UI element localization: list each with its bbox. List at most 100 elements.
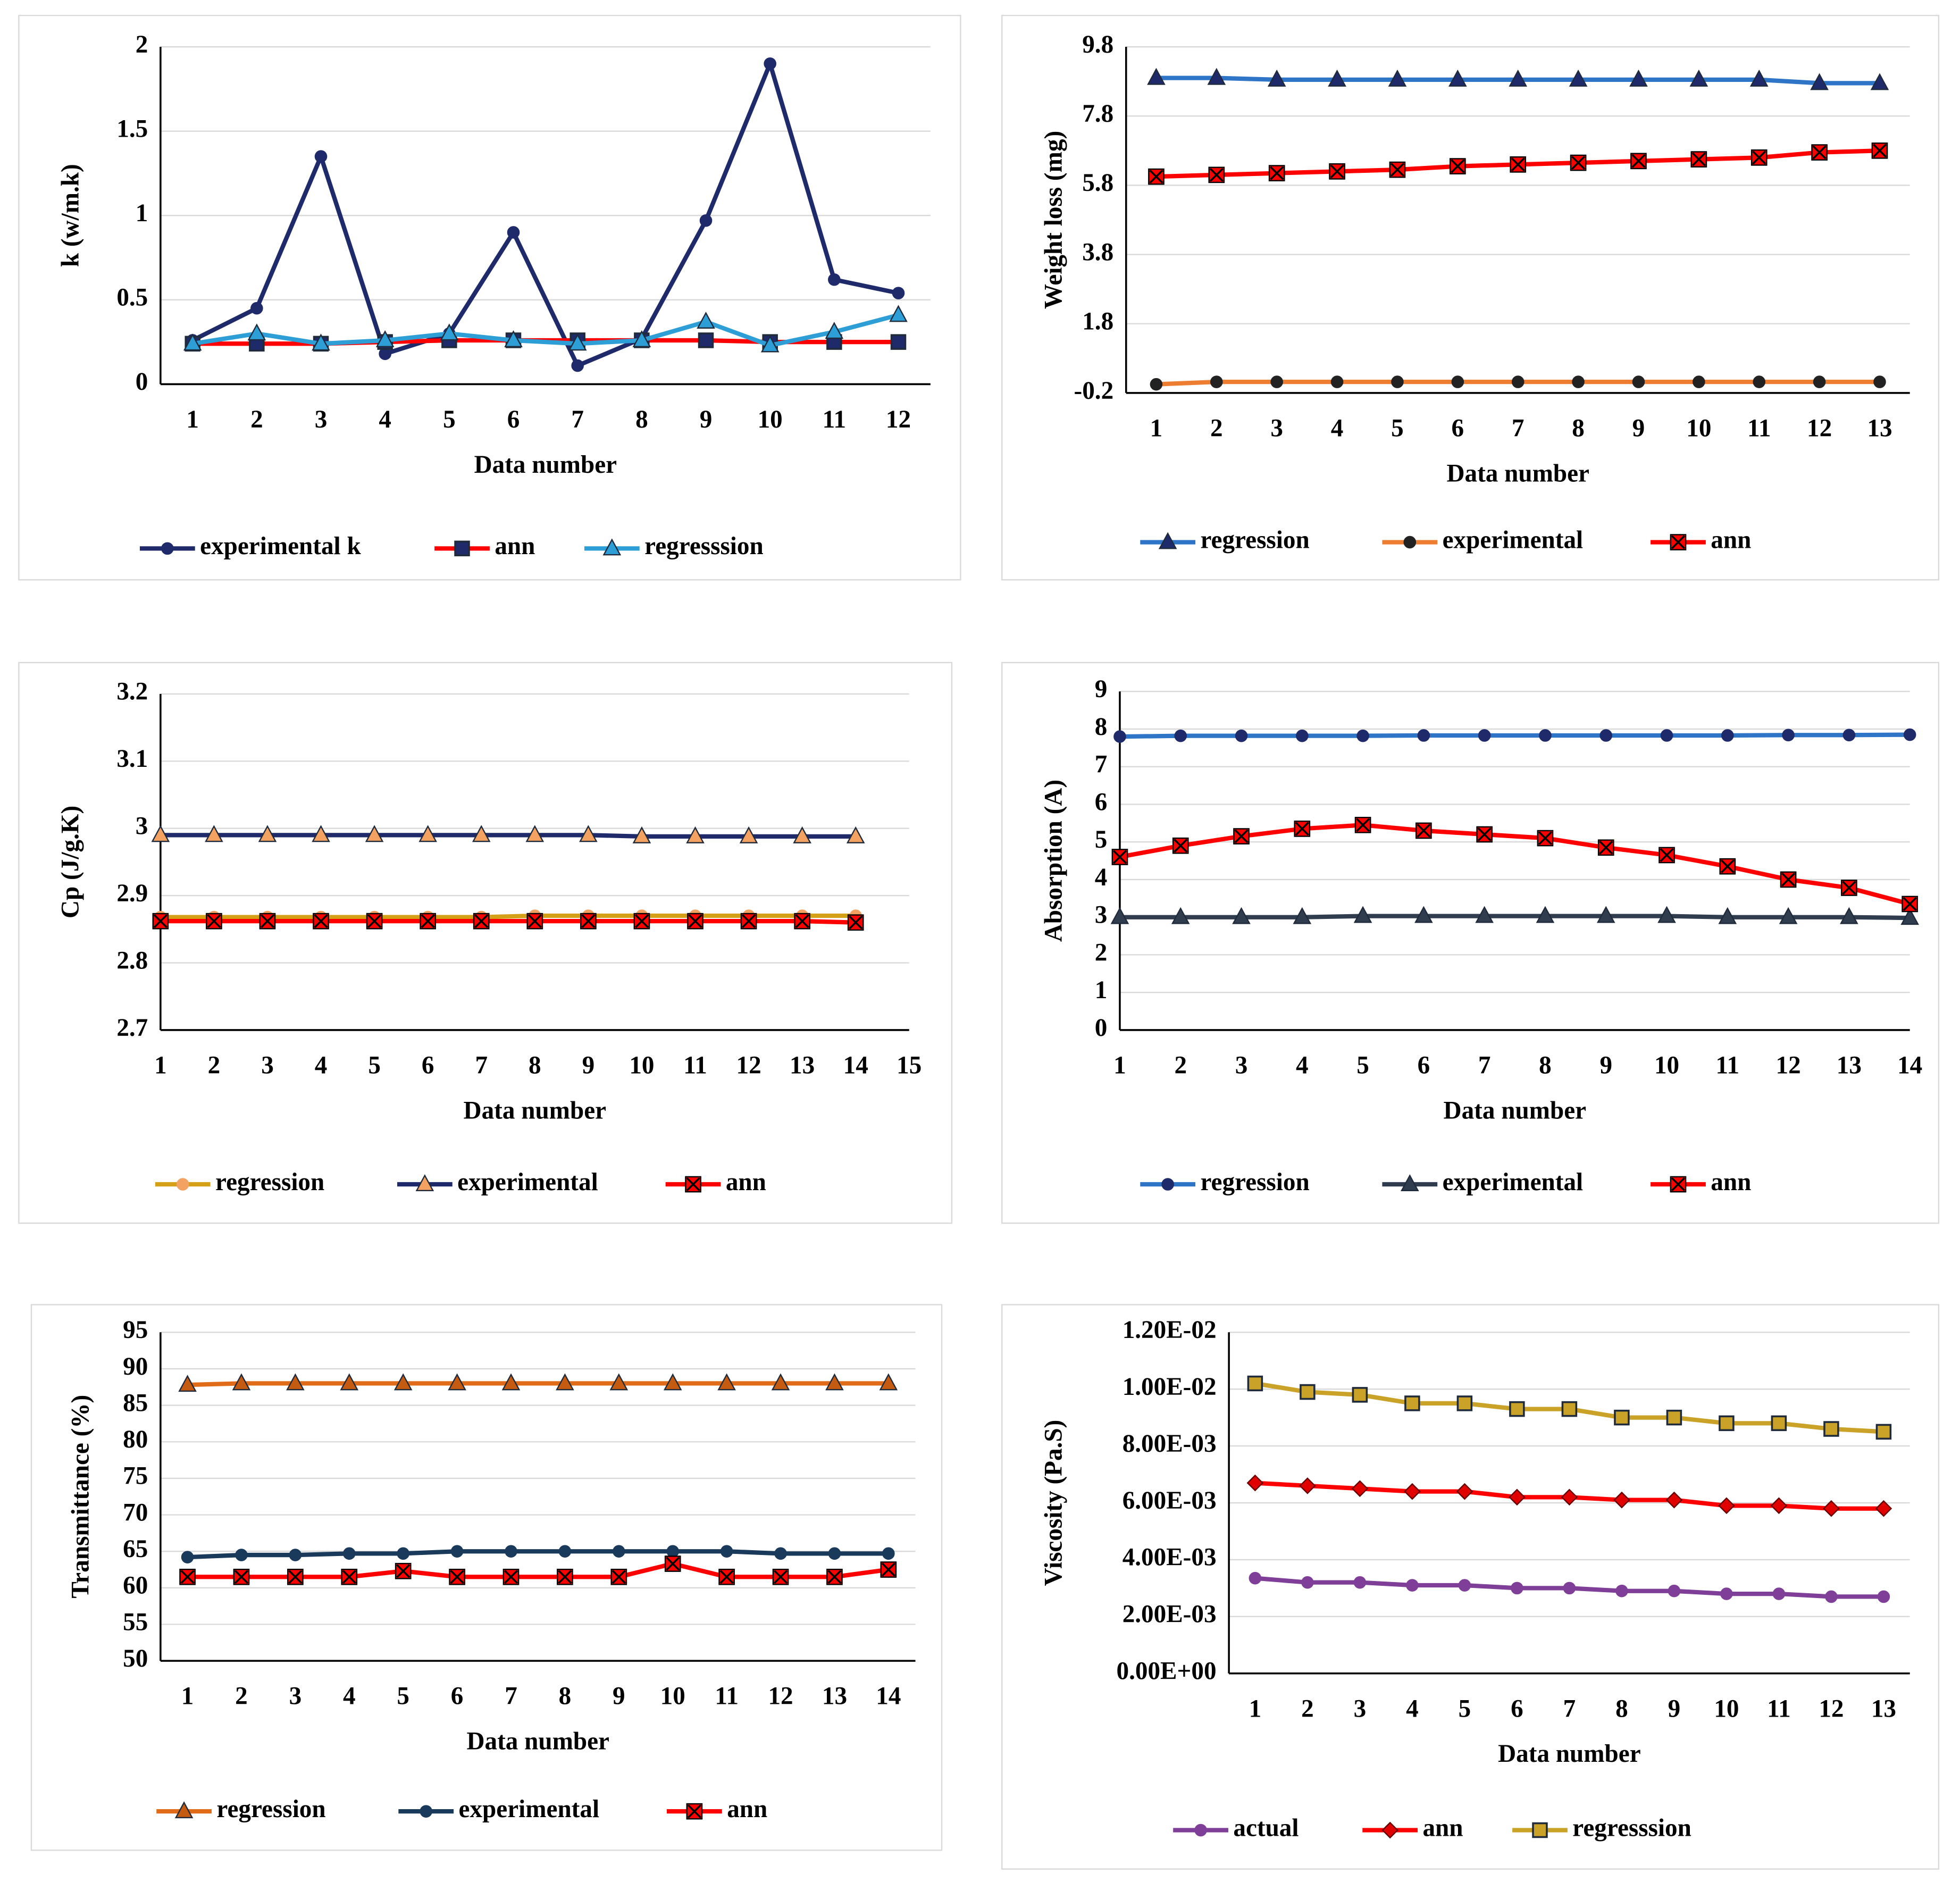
- legend-label: regression: [1200, 526, 1309, 554]
- marker: [1509, 1488, 1526, 1506]
- y-tick-label: 7: [1095, 751, 1108, 779]
- y-tick-label: 3.8: [1082, 238, 1113, 266]
- legend-label: experimental: [1443, 1168, 1584, 1196]
- x-tick-label: 15: [897, 1052, 922, 1080]
- marker: [687, 913, 703, 930]
- marker: [1476, 826, 1493, 843]
- marker: [699, 214, 713, 227]
- marker-cross: [795, 914, 809, 929]
- marker-cross: [1174, 839, 1188, 853]
- marker: [1400, 1174, 1419, 1191]
- y-tick-label: 1: [136, 199, 148, 227]
- marker: [666, 1545, 680, 1558]
- series-line: [192, 313, 899, 348]
- x-tick-label: 3: [1354, 1695, 1367, 1722]
- marker: [1632, 375, 1645, 388]
- marker: [287, 1568, 304, 1585]
- marker: [1233, 828, 1250, 844]
- marker: [1532, 1822, 1548, 1838]
- series-line: [191, 57, 899, 369]
- marker: [1569, 69, 1588, 87]
- x-tick-label: 14: [843, 1052, 868, 1080]
- marker: [740, 913, 757, 930]
- marker: [828, 273, 841, 286]
- marker: [760, 335, 780, 353]
- x-tick-label: 11: [823, 406, 847, 433]
- marker: [1693, 375, 1705, 388]
- marker-cross: [1538, 831, 1552, 846]
- marker: [365, 825, 384, 842]
- x-tick-label: 10: [758, 406, 783, 433]
- marker: [366, 913, 383, 930]
- marker: [1148, 168, 1165, 185]
- marker-cross: [1571, 156, 1586, 170]
- marker: [397, 1547, 409, 1560]
- marker-cross: [687, 1804, 701, 1819]
- legend-label: experimental: [457, 1168, 598, 1196]
- marker-cross: [1903, 897, 1917, 911]
- marker: [825, 1373, 844, 1391]
- marker: [1458, 1579, 1471, 1592]
- marker-cross: [581, 914, 596, 929]
- marker: [774, 1547, 787, 1560]
- marker: [1825, 1590, 1838, 1603]
- marker: [1630, 153, 1647, 170]
- x-tick-label: 10: [1654, 1052, 1679, 1080]
- marker: [1161, 1178, 1174, 1191]
- x-tick-label: 7: [571, 406, 584, 433]
- x-tick-label: 4: [343, 1683, 356, 1710]
- marker: [1771, 1415, 1787, 1432]
- marker: [1296, 729, 1309, 742]
- marker: [1391, 375, 1404, 388]
- marker: [739, 826, 758, 843]
- chart: -0.21.83.85.87.89.81 2 3 4 5 6 7 8 9 10 11 12 13Data…: [1001, 14, 1940, 581]
- series-line: [187, 1561, 889, 1579]
- marker: [764, 57, 776, 70]
- legend-label: ann: [726, 1168, 766, 1196]
- legend-label: regression: [216, 1795, 325, 1823]
- marker: [1599, 729, 1613, 742]
- x-tick-label: 5: [1356, 1052, 1369, 1080]
- y-tick-label: 90: [123, 1353, 148, 1381]
- marker: [233, 1568, 250, 1585]
- x-axis-label: Data number: [1498, 1740, 1641, 1768]
- marker-cross: [1390, 163, 1404, 177]
- marker: [579, 825, 598, 842]
- x-tick-label: 9: [582, 1052, 595, 1080]
- marker: [1823, 1421, 1839, 1437]
- marker: [152, 913, 169, 930]
- marker: [418, 825, 437, 842]
- x-tick-label: 4: [1331, 415, 1344, 442]
- marker-cross: [367, 914, 382, 929]
- marker: [1718, 907, 1737, 924]
- marker: [1299, 1477, 1316, 1494]
- marker-cross: [1752, 150, 1766, 165]
- marker: [181, 1551, 194, 1563]
- marker: [558, 1545, 572, 1558]
- y-axis-label: Absorption (A): [1040, 780, 1068, 942]
- marker: [341, 1568, 358, 1585]
- marker: [1356, 729, 1369, 742]
- x-tick-label: 6: [507, 406, 520, 433]
- marker: [794, 913, 810, 930]
- marker-cross: [666, 1557, 680, 1571]
- x-tick-label: 5: [397, 1683, 409, 1710]
- marker: [151, 825, 170, 842]
- marker: [825, 322, 844, 339]
- marker-cross: [1842, 881, 1856, 895]
- marker-cross: [1511, 157, 1525, 172]
- marker-cross: [1872, 144, 1887, 158]
- marker-cross: [827, 1570, 842, 1584]
- y-tick-label: 65: [123, 1535, 148, 1563]
- y-axis-label: Cp (J/g.K): [57, 806, 85, 918]
- marker: [632, 330, 651, 347]
- marker-cross: [742, 914, 756, 929]
- chart: 0.00E+00 2.00E-03 4.00E-03 6.00E-03 8.00E-03…: [1001, 1304, 1940, 1870]
- y-axis-label: Transmittance (%): [66, 1395, 94, 1599]
- marker: [1875, 1424, 1892, 1440]
- x-tick-label: 7: [1512, 415, 1525, 442]
- marker: [1111, 849, 1128, 865]
- y-tick-label: 2.7: [116, 1014, 148, 1042]
- marker: [686, 1803, 703, 1820]
- marker-cross: [207, 914, 221, 929]
